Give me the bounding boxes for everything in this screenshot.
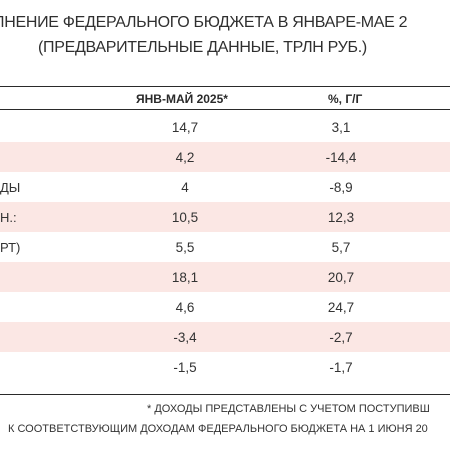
cell-yoy-percent: 3,1 <box>331 120 351 135</box>
row-label: РТ) <box>0 240 21 255</box>
cell-yoy-percent: -8,9 <box>329 180 353 195</box>
cell-yoy-percent: 12,3 <box>327 210 355 225</box>
table-row: ДЫ 4 -8,9 <box>0 172 450 202</box>
footnote-line-2: К СООТВЕТСТВУЮЩИМ ДОХОДАМ ФЕДЕРАЛЬНОГО Б… <box>8 423 428 435</box>
cell-jan-may-2025: 14,7 <box>171 120 199 135</box>
title-line-1: ЛНЕНИЕ ФЕДЕРАЛЬНОГО БЮДЖЕТА В ЯНВАРЕ-МАЕ… <box>0 14 408 31</box>
table-row: 14,7 3,1 <box>0 112 450 142</box>
cell-yoy-percent: -14,4 <box>325 150 357 165</box>
table-row: -1,5 -1,7 <box>0 352 450 382</box>
table-row: Н.: 10,5 12,3 <box>0 202 450 232</box>
cell-yoy-percent: 20,7 <box>327 270 355 285</box>
cell-jan-may-2025: 4 <box>181 180 189 195</box>
cell-yoy-percent: 5,7 <box>331 240 351 255</box>
table-row: 4,6 24,7 <box>0 292 450 322</box>
cell-jan-may-2025: -3,4 <box>173 330 197 345</box>
cell-jan-may-2025: 10,5 <box>171 210 199 225</box>
table-row: 4,2 -14,4 <box>0 142 450 172</box>
cell-jan-may-2025: -1,5 <box>173 360 197 375</box>
cell-jan-may-2025: 4,6 <box>175 300 195 315</box>
table-body: 14,7 3,1 4,2 -14,4 ДЫ 4 -8,9 Н.: 10,5 12,3 РТ) 5,5 5… <box>0 112 450 382</box>
cell-yoy-percent: 24,7 <box>327 300 355 315</box>
table-row: -3,4 -2,7 <box>0 322 450 352</box>
cell-yoy-percent: -1,7 <box>329 360 353 375</box>
cell-yoy-percent: -2,7 <box>329 330 353 345</box>
cell-jan-may-2025: 5,5 <box>175 240 195 255</box>
table-header: ЯНВ-МАЙ 2025* %, Г/Г <box>0 86 450 110</box>
title-line-2: (ПРЕДВАРИТЕЛЬНЫЕ ДАННЫЕ, ТРЛН РУБ.) <box>38 39 367 56</box>
table-bottom-rule <box>0 394 450 395</box>
footnote-line-1: * ДОХОДЫ ПРЕДСТАВЛЕНЫ С УЧЕТОМ ПОСТУПИВШ <box>147 403 430 415</box>
column-header-jan-may-2025: ЯНВ-МАЙ 2025* <box>136 92 228 106</box>
row-label: ДЫ <box>0 180 21 195</box>
table-row: 18,1 20,7 <box>0 262 450 292</box>
cell-jan-may-2025: 4,2 <box>175 150 195 165</box>
row-label: Н.: <box>0 210 17 225</box>
cell-jan-may-2025: 18,1 <box>171 270 199 285</box>
table-row: РТ) 5,5 5,7 <box>0 232 450 262</box>
column-header-yoy-percent: %, Г/Г <box>328 92 363 106</box>
